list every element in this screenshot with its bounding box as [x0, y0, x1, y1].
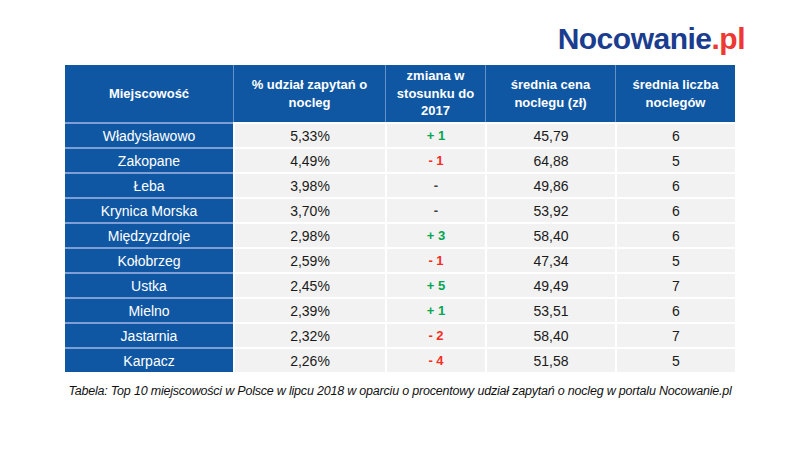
change-cell: + 1 [385, 297, 485, 322]
city-cell: Kołobrzeg [65, 247, 233, 272]
city-cell: Karpacz [65, 347, 233, 372]
table-row: Kołobrzeg 2,59% - 1 47,34 5 [65, 247, 735, 272]
price-cell: 47,34 [485, 247, 615, 272]
col-header-city: Miejscowość [65, 65, 233, 122]
header-row: Miejscowość % udział zapytań o nocleg zm… [65, 65, 735, 122]
city-cell: Zakopane [65, 147, 233, 172]
nights-cell: 7 [615, 322, 735, 347]
price-cell: 49,49 [485, 272, 615, 297]
price-cell: 53,51 [485, 297, 615, 322]
table-caption: Tabela: Top 10 miejscowości w Polsce w l… [0, 384, 800, 398]
logo-tld-text: .pl [712, 22, 746, 55]
share-cell: 2,98% [233, 222, 385, 247]
share-cell: 2,45% [233, 272, 385, 297]
table-row: Władysławowo 5,33% + 1 45,79 6 [65, 122, 735, 147]
nights-cell: 5 [615, 347, 735, 372]
share-cell: 2,32% [233, 322, 385, 347]
share-cell: 2,59% [233, 247, 385, 272]
table-row: Zakopane 4,49% - 1 64,88 5 [65, 147, 735, 172]
change-cell: - 2 [385, 322, 485, 347]
table-row: Łeba 3,98% - 49,86 6 [65, 172, 735, 197]
city-cell: Mielno [65, 297, 233, 322]
city-cell: Władysławowo [65, 122, 233, 147]
price-cell: 64,88 [485, 147, 615, 172]
change-cell: - 1 [385, 147, 485, 172]
table-row: Ustka 2,45% + 5 49,49 7 [65, 272, 735, 297]
col-header-share: % udział zapytań o nocleg [233, 65, 385, 122]
change-cell: - 4 [385, 347, 485, 372]
share-cell: 4,49% [233, 147, 385, 172]
table-row: Krynica Morska 3,70% - 53,92 6 [65, 197, 735, 222]
top10-table: Miejscowość % udział zapytań o nocleg zm… [65, 65, 735, 372]
share-cell: 5,33% [233, 122, 385, 147]
nights-cell: 7 [615, 272, 735, 297]
col-header-change: zmiana w stosunku do 2017 [385, 65, 485, 122]
table-row: Międzyzdroje 2,98% + 3 58,40 6 [65, 222, 735, 247]
change-cell: + 1 [385, 122, 485, 147]
table-row: Mielno 2,39% + 1 53,51 6 [65, 297, 735, 322]
nights-cell: 6 [615, 122, 735, 147]
nocowanie-logo: Nocowanie.pl [558, 22, 745, 56]
change-cell: + 3 [385, 222, 485, 247]
nights-cell: 5 [615, 247, 735, 272]
city-cell: Międzyzdroje [65, 222, 233, 247]
price-cell: 51,58 [485, 347, 615, 372]
nights-cell: 6 [615, 222, 735, 247]
logo-brand-text: Nocowanie [558, 22, 712, 55]
top10-table-container: Miejscowość % udział zapytań o nocleg zm… [65, 65, 735, 372]
price-cell: 49,86 [485, 172, 615, 197]
nights-cell: 5 [615, 147, 735, 172]
city-cell: Ustka [65, 272, 233, 297]
share-cell: 3,98% [233, 172, 385, 197]
nights-cell: 6 [615, 197, 735, 222]
nights-cell: 6 [615, 172, 735, 197]
change-cell: + 5 [385, 272, 485, 297]
change-cell: - 1 [385, 247, 485, 272]
share-cell: 2,39% [233, 297, 385, 322]
price-cell: 58,40 [485, 322, 615, 347]
change-cell: - [385, 197, 485, 222]
price-cell: 53,92 [485, 197, 615, 222]
city-cell: Jastarnia [65, 322, 233, 347]
share-cell: 2,26% [233, 347, 385, 372]
city-cell: Krynica Morska [65, 197, 233, 222]
nights-cell: 6 [615, 297, 735, 322]
price-cell: 45,79 [485, 122, 615, 147]
city-cell: Łeba [65, 172, 233, 197]
table-row: Jastarnia 2,32% - 2 58,40 7 [65, 322, 735, 347]
table-row: Karpacz 2,26% - 4 51,58 5 [65, 347, 735, 372]
col-header-nights: średnia liczba noclegów [615, 65, 735, 122]
col-header-price: średnia cena noclegu (zł) [485, 65, 615, 122]
share-cell: 3,70% [233, 197, 385, 222]
change-cell: - [385, 172, 485, 197]
price-cell: 58,40 [485, 222, 615, 247]
